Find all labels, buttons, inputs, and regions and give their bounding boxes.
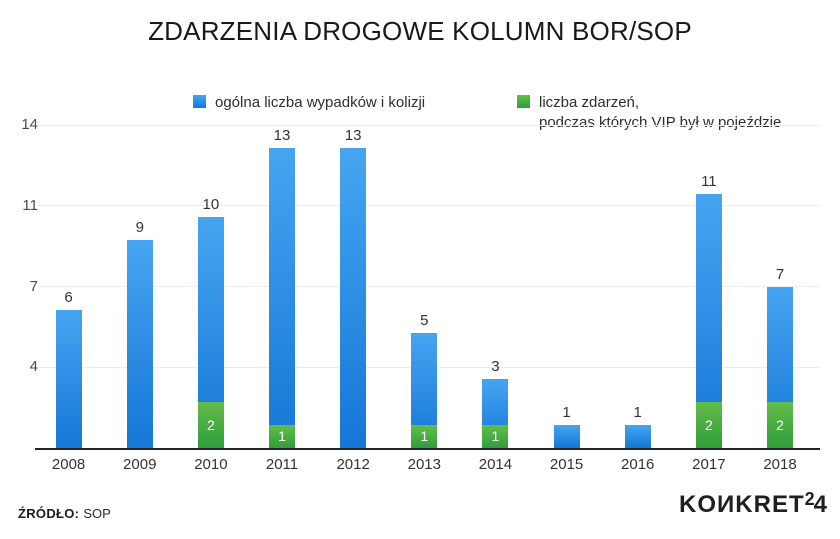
y-axis-tick-label: 14 [21, 116, 38, 134]
bar-value-label-2018: 7 [775, 265, 785, 283]
gridline [38, 124, 820, 126]
bar-total-2012 [340, 148, 367, 448]
legend-label-vip: liczba zdarzeń, podczas których VIP był … [539, 93, 781, 133]
x-axis-tick-label-2017: 2017 [692, 456, 726, 473]
x-axis-tick-label-2010: 2010 [194, 456, 228, 473]
bar-vip-segment-2014: 1 [482, 424, 509, 448]
x-axis-tick-label-2018: 2018 [763, 456, 797, 473]
bar-value-label-2008: 6 [64, 288, 73, 306]
legend-item-total: ogólna liczba wypadków i kolizji [193, 93, 425, 113]
bar-vip-segment-2010: 2 [197, 401, 224, 448]
source-label: ŹRÓDŁO: [18, 506, 80, 521]
chart-title: ZDARZENIA DROGOWE KOLUMN BOR/SOP [148, 16, 692, 46]
legend-label-vip-line1: liczba zdarzeń, [539, 94, 640, 111]
legend-swatch-blue [193, 95, 206, 108]
y-axis-tick-label: 7 [29, 277, 38, 295]
gridline [38, 286, 820, 287]
bar-total-2011 [269, 148, 296, 448]
bar-value-label-2011: 13 [273, 127, 291, 145]
x-axis-tick-label-2009: 2009 [123, 456, 157, 473]
bar-vip-segment-2018: 2 [767, 401, 793, 448]
bar-value-label-2016: 1 [633, 403, 642, 421]
legend-item-vip: liczba zdarzeń, podczas których VIP był … [517, 93, 781, 133]
bar-vip-segment-2011: 1 [269, 424, 296, 448]
bar-value-label-2013: 5 [420, 311, 429, 329]
x-axis-tick-label-2013: 2013 [407, 456, 441, 473]
konkret24-logo: KOИKRET24 [679, 489, 827, 519]
bar-value-label-2009: 9 [135, 219, 144, 237]
x-axis-tick-label-2015: 2015 [549, 456, 584, 473]
legend-swatch-green [517, 95, 530, 108]
bar-value-label-2010: 10 [202, 196, 220, 214]
y-axis-tick-label: 4 [29, 358, 38, 376]
x-axis-line [35, 448, 820, 450]
y-axis-tick-label: 11 [22, 196, 38, 214]
bar-total-2016 [624, 424, 651, 448]
bar-total-2008 [55, 309, 82, 448]
legend-label-total: ogólna liczba wypadków i kolizji [215, 94, 426, 111]
x-axis-tick-label-2008: 2008 [51, 456, 86, 473]
source-note: ŹRÓDŁO: SOP [18, 506, 111, 521]
x-axis-tick-label-2012: 2012 [336, 456, 370, 473]
source-value: SOP [83, 506, 111, 521]
legend-label-vip-line2: podczas których VIP był w pojeździe [539, 114, 782, 131]
x-axis-tick-label-2016: 2016 [621, 456, 655, 473]
logo-text-sup-2: 2 [804, 489, 815, 509]
bar-total-2015 [553, 424, 580, 448]
bar-value-label-2014: 3 [491, 357, 500, 375]
bar-value-label-2015: 1 [562, 403, 571, 421]
bar-total-2009 [126, 240, 153, 448]
bar-value-label-2017: 11 [701, 173, 717, 191]
logo-text-4: 4 [813, 491, 827, 518]
bar-vip-segment-2013: 1 [411, 424, 438, 448]
bar-vip-segment-2017: 2 [695, 401, 722, 448]
x-axis-tick-label-2011: 2011 [265, 456, 299, 473]
x-axis-tick-label-2014: 2014 [478, 456, 513, 473]
logo-text-main: KOИKRET [679, 491, 805, 518]
bar-value-label-2012: 13 [344, 127, 362, 145]
gridline [38, 205, 820, 207]
